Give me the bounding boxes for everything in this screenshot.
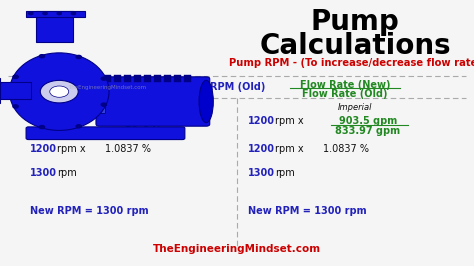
- Bar: [0, 82, 31, 99]
- Bar: [114, 75, 121, 82]
- Text: New RPM = 1300 rpm: New RPM = 1300 rpm: [248, 206, 366, 216]
- Text: 52.6 l/s: 52.6 l/s: [125, 126, 165, 136]
- Text: Pump RPM - (To increase/decrease flow rate): Pump RPM - (To increase/decrease flow ra…: [228, 58, 474, 68]
- Ellipse shape: [39, 55, 45, 58]
- Bar: [124, 75, 131, 82]
- Text: 1.0837 %: 1.0837 %: [105, 144, 151, 154]
- Ellipse shape: [101, 77, 106, 80]
- Text: Calculations: Calculations: [259, 32, 451, 60]
- Text: 57 l/s: 57 l/s: [130, 116, 160, 126]
- Bar: [104, 75, 111, 82]
- Ellipse shape: [72, 12, 76, 15]
- Text: Metric: Metric: [107, 103, 133, 112]
- Text: 1300: 1300: [30, 168, 57, 178]
- Text: Formula:: Formula:: [68, 82, 117, 92]
- Ellipse shape: [101, 103, 106, 106]
- Text: 1200: 1200: [248, 144, 275, 154]
- Ellipse shape: [199, 80, 213, 123]
- FancyBboxPatch shape: [26, 127, 185, 140]
- FancyBboxPatch shape: [96, 77, 210, 126]
- Text: 1200: 1200: [30, 144, 57, 154]
- Ellipse shape: [50, 86, 69, 97]
- Ellipse shape: [57, 12, 62, 15]
- Text: 1.0837 %: 1.0837 %: [323, 144, 369, 154]
- Ellipse shape: [76, 55, 82, 59]
- Text: 833.97 gpm: 833.97 gpm: [336, 126, 401, 136]
- Bar: [134, 75, 141, 82]
- Ellipse shape: [39, 126, 45, 129]
- Bar: [36, 11, 73, 42]
- Text: 1200: 1200: [30, 116, 57, 126]
- Ellipse shape: [43, 12, 47, 15]
- Bar: [144, 75, 151, 82]
- Bar: [26, 11, 85, 17]
- Text: 1300: 1300: [248, 168, 275, 178]
- Text: rpm x: rpm x: [275, 116, 304, 126]
- Ellipse shape: [9, 53, 109, 130]
- Text: rpm: rpm: [275, 168, 295, 178]
- Ellipse shape: [40, 80, 78, 103]
- Text: Flow Rate (New): Flow Rate (New): [300, 80, 390, 90]
- Bar: [154, 75, 161, 82]
- Text: TheEngineeringMindset.com: TheEngineeringMindset.com: [68, 85, 146, 90]
- Text: New RPM = 1300 rpm: New RPM = 1300 rpm: [30, 206, 149, 216]
- Text: RPM (New): RPM (New): [138, 82, 198, 92]
- Ellipse shape: [76, 125, 82, 128]
- Text: 1200: 1200: [248, 116, 275, 126]
- Text: TheEngineeringMindset.com: TheEngineeringMindset.com: [153, 244, 321, 254]
- Ellipse shape: [13, 105, 18, 108]
- Text: RPM (Old): RPM (Old): [210, 82, 266, 92]
- Text: 903.5 gpm: 903.5 gpm: [339, 116, 397, 126]
- Ellipse shape: [13, 75, 18, 78]
- Text: =: =: [201, 82, 209, 92]
- Bar: [184, 75, 191, 82]
- Bar: [174, 75, 181, 82]
- Bar: [164, 75, 171, 82]
- Text: Pump: Pump: [310, 8, 400, 36]
- Text: rpm x: rpm x: [275, 144, 304, 154]
- Text: rpm: rpm: [57, 168, 77, 178]
- Text: Flow Rate (Old): Flow Rate (Old): [302, 89, 388, 99]
- Text: rpm x: rpm x: [57, 116, 86, 126]
- FancyBboxPatch shape: [82, 87, 106, 114]
- Text: Imperial: Imperial: [338, 103, 372, 112]
- Text: rpm x: rpm x: [57, 144, 86, 154]
- Ellipse shape: [29, 12, 33, 15]
